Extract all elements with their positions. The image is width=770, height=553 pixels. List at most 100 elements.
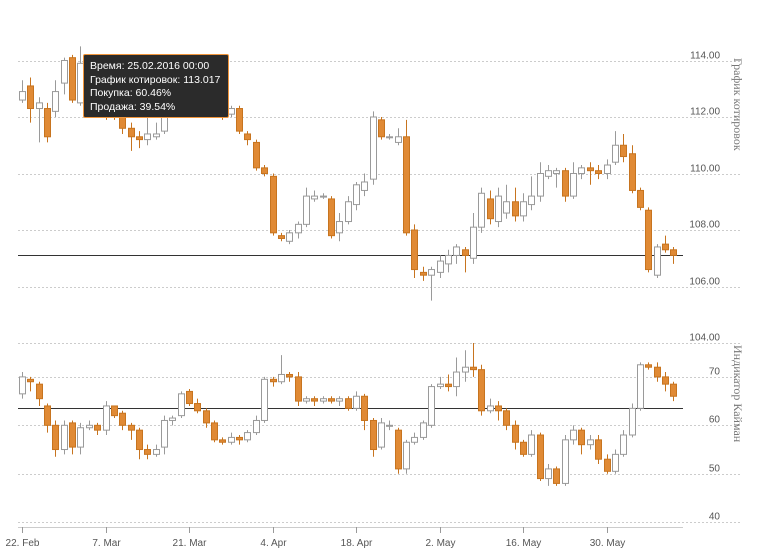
price-candle[interactable] [670, 246, 677, 264]
indicator-candle[interactable] [52, 420, 59, 457]
price-candle[interactable] [428, 266, 435, 301]
price-candle[interactable] [453, 244, 460, 264]
indicator-candle[interactable] [495, 401, 502, 421]
price-candle[interactable] [620, 133, 627, 163]
indicator-candle[interactable] [353, 391, 360, 411]
price-candle[interactable] [462, 246, 469, 273]
indicator-candle[interactable] [570, 425, 577, 445]
indicator-candle[interactable] [587, 435, 594, 450]
price-candle[interactable] [487, 190, 494, 225]
price-candle[interactable] [286, 230, 293, 245]
price-candle[interactable] [545, 165, 552, 180]
indicator-candle[interactable] [153, 444, 160, 457]
indicator-candle[interactable] [604, 454, 611, 474]
indicator-candle[interactable] [562, 435, 569, 486]
price-candle[interactable] [528, 176, 535, 211]
price-candle[interactable] [69, 54, 76, 103]
price-candle[interactable] [295, 221, 302, 239]
price-candle[interactable] [662, 235, 669, 253]
indicator-candle[interactable] [77, 422, 84, 455]
indicator-candle[interactable] [345, 396, 352, 411]
indicator-candle[interactable] [178, 391, 185, 419]
indicator-candle[interactable] [361, 393, 368, 431]
indicator-candle[interactable] [194, 398, 201, 414]
indicator-candle[interactable] [662, 372, 669, 392]
price-candle[interactable] [553, 167, 560, 188]
price-candle[interactable] [328, 196, 335, 239]
indicator-candle[interactable] [645, 362, 652, 370]
indicator-candle[interactable] [637, 362, 644, 411]
indicator-candle[interactable] [270, 376, 277, 387]
indicator-candle[interactable] [36, 381, 43, 406]
price-candle[interactable] [345, 196, 352, 225]
indicator-candle[interactable] [437, 376, 444, 389]
indicator-candle[interactable] [219, 437, 226, 445]
indicator-candle[interactable] [612, 449, 619, 474]
price-candle[interactable] [361, 173, 368, 197]
price-candle[interactable] [128, 122, 135, 151]
indicator-candle[interactable] [144, 444, 151, 460]
indicator-candle[interactable] [453, 357, 460, 397]
indicator-candle[interactable] [228, 432, 235, 445]
indicator-candle[interactable] [654, 362, 661, 382]
indicator-candle[interactable] [119, 410, 126, 431]
indicator-candle[interactable] [462, 350, 469, 382]
price-candle[interactable] [386, 133, 393, 140]
price-candle[interactable] [495, 187, 502, 228]
price-candle[interactable] [604, 159, 611, 180]
price-candle[interactable] [445, 249, 452, 273]
indicator-candle[interactable] [537, 432, 544, 481]
indicator-candle[interactable] [378, 418, 385, 450]
price-candle[interactable] [537, 162, 544, 202]
indicator-candle[interactable] [161, 415, 168, 455]
indicator-candle[interactable] [86, 420, 93, 431]
price-candle[interactable] [370, 111, 377, 185]
price-candle[interactable] [261, 165, 268, 177]
price-candle[interactable] [19, 80, 26, 103]
price-candle[interactable] [595, 165, 602, 180]
indicator-candle[interactable] [253, 415, 260, 435]
indicator-candle[interactable] [386, 420, 393, 431]
price-candle[interactable] [587, 162, 594, 185]
price-candle[interactable] [228, 105, 235, 117]
price-candle[interactable] [278, 232, 285, 242]
price-candle[interactable] [478, 187, 485, 233]
indicator-candle[interactable] [295, 372, 302, 406]
indicator-candle[interactable] [278, 355, 285, 385]
indicator-candle[interactable] [370, 418, 377, 457]
price-candle[interactable] [645, 207, 652, 273]
indicator-candle[interactable] [395, 427, 402, 474]
indicator-candle[interactable] [445, 374, 452, 392]
price-candle[interactable] [420, 266, 427, 281]
price-candle[interactable] [470, 213, 477, 264]
indicator-candle[interactable] [286, 372, 293, 382]
price-candle[interactable] [403, 119, 410, 236]
indicator-candle[interactable] [478, 364, 485, 416]
indicator-candle[interactable] [520, 439, 527, 457]
indicator-candle[interactable] [595, 435, 602, 465]
indicator-candle[interactable] [545, 464, 552, 486]
indicator-candle[interactable] [503, 408, 510, 431]
indicator-candle[interactable] [420, 420, 427, 440]
price-candle[interactable] [512, 187, 519, 222]
indicator-candle[interactable] [528, 430, 535, 457]
price-candle[interactable] [144, 114, 151, 146]
price-candle[interactable] [411, 224, 418, 279]
indicator-candle[interactable] [303, 396, 310, 404]
price-candle[interactable] [270, 173, 277, 236]
indicator-candle[interactable] [336, 396, 343, 406]
indicator-candle[interactable] [670, 381, 677, 402]
price-candle[interactable] [52, 80, 59, 117]
indicator-candle[interactable] [69, 420, 76, 455]
indicator-candle[interactable] [94, 422, 101, 435]
price-candle[interactable] [353, 181, 360, 211]
price-candle[interactable] [27, 77, 34, 123]
indicator-candle[interactable] [169, 415, 176, 426]
price-candle[interactable] [336, 213, 343, 242]
price-candle[interactable] [578, 165, 585, 180]
indicator-candle[interactable] [136, 427, 143, 460]
price-candle[interactable] [36, 97, 43, 143]
indicator-candle[interactable] [27, 376, 34, 392]
price-candle[interactable] [395, 128, 402, 146]
price-candle[interactable] [562, 167, 569, 202]
